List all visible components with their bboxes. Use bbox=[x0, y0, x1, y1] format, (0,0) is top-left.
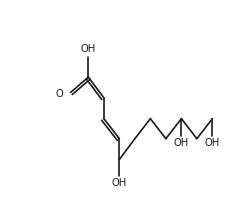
Text: OH: OH bbox=[205, 138, 220, 148]
Text: OH: OH bbox=[81, 44, 96, 54]
Text: O: O bbox=[55, 89, 63, 99]
Text: OH: OH bbox=[112, 178, 127, 188]
Text: OH: OH bbox=[174, 138, 189, 148]
